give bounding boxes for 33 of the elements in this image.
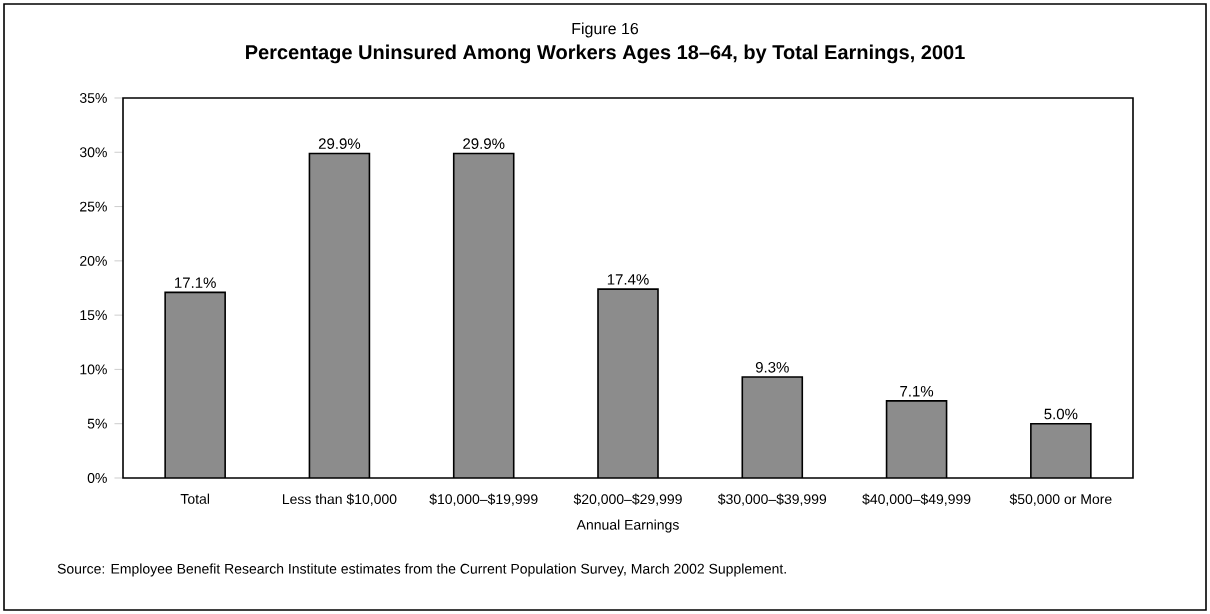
data-label: 29.9% xyxy=(463,138,505,149)
bar xyxy=(1030,422,1092,478)
x-tick-label: Less than $10,000 xyxy=(282,493,397,506)
y-tick-label: 15% xyxy=(80,310,107,321)
data-label: 5.0% xyxy=(1044,408,1078,420)
x-tick-label: $20,000–$29,999 xyxy=(573,493,682,506)
y-tick-label: 30% xyxy=(79,147,107,158)
bar xyxy=(597,288,659,478)
bar xyxy=(452,152,515,478)
bar xyxy=(164,291,226,478)
y-tick-label: 25% xyxy=(80,201,107,212)
y-tick-label: 0% xyxy=(87,473,107,483)
chart-title: Percentage Uninsured Among Workers Ages 18–64, by Total Earnings, 2001 xyxy=(246,44,965,64)
data-label: 29.9% xyxy=(318,138,361,149)
x-axis-title: Annual Earnings xyxy=(576,519,679,533)
source-note: Source: Employee Benefit Research Institute estimates from the Current Population Survey, March 2002 Supplement. xyxy=(57,563,786,577)
x-tick-label: $40,000–$49,999 xyxy=(862,493,971,506)
x-tick-label: Total xyxy=(180,493,209,504)
y-tick-label: 35% xyxy=(79,93,107,103)
data-label: 9.3% xyxy=(755,361,789,373)
x-tick-label: $50,000 or More xyxy=(1009,493,1112,506)
x-tick-label: $10,000–$19,999 xyxy=(429,493,538,506)
y-tick-label: 20% xyxy=(80,255,107,266)
chart-subtitle: Figure 16 xyxy=(572,22,639,38)
bar xyxy=(885,400,948,478)
x-tick-label: $30,000–$39,999 xyxy=(717,493,827,506)
data-label: 17.1% xyxy=(175,277,216,288)
bar xyxy=(741,376,804,478)
bar xyxy=(308,152,371,478)
data-label: 17.4% xyxy=(607,274,649,285)
data-label: 7.1% xyxy=(900,386,934,397)
y-tick-label: 10% xyxy=(80,364,107,375)
y-tick-label: 5% xyxy=(87,418,107,429)
